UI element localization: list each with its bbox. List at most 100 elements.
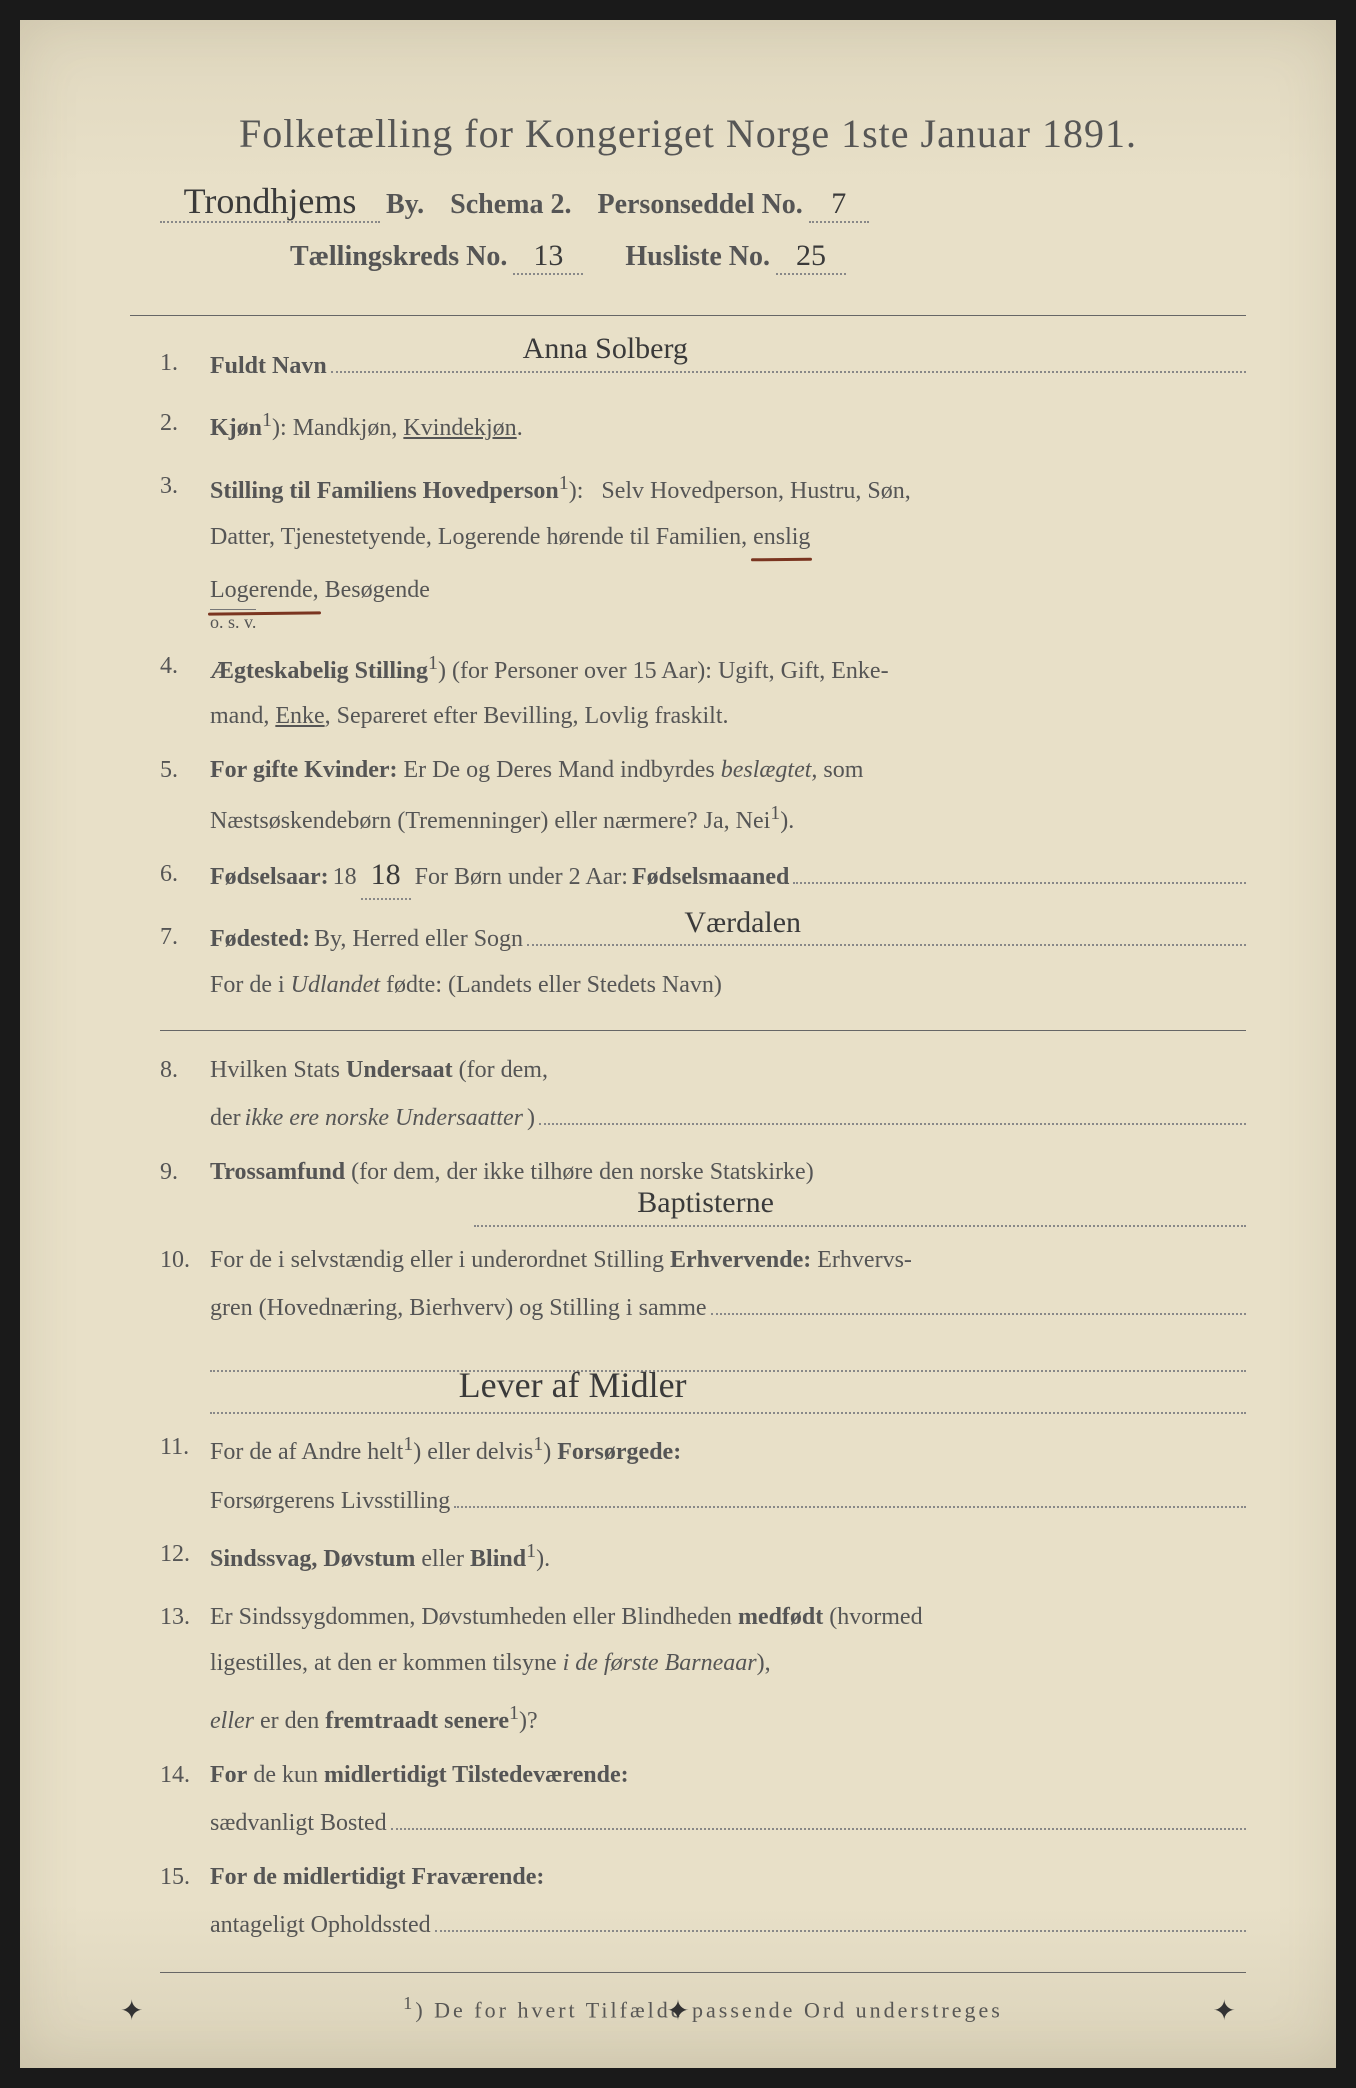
field-5: 5. For gifte Kvinder: Er De og Deres Man…: [160, 751, 1246, 791]
field-7-cont: For de i Udlandet fødte: (Landets eller …: [160, 966, 1246, 1006]
sup: 1: [559, 472, 569, 494]
field-1-value: Anna Solberg: [523, 324, 688, 374]
tail: ).: [536, 1546, 550, 1572]
f7-line2: For de i: [210, 972, 291, 998]
sup: 1: [428, 652, 438, 674]
f8-label: Undersaat: [346, 1057, 453, 1083]
f4-opts1: Ugift, Gift, Enke-: [718, 658, 889, 684]
field-num: 8.: [160, 1051, 210, 1091]
f10-text2: Erhvervs-: [811, 1247, 912, 1273]
f13-line3b: er den: [254, 1708, 325, 1734]
f13-line3a: eller: [210, 1708, 254, 1734]
f13-italic: i de første Barneaar: [563, 1650, 757, 1676]
schema-label: Schema 2.: [450, 189, 571, 221]
field-7: 7. Fødested: By, Herred eller Sogn Værda…: [160, 918, 1246, 960]
by-label: By.: [386, 189, 424, 221]
field-6-label: Fødselsaar:: [210, 858, 329, 898]
f11-text3: ): [543, 1439, 557, 1465]
field-10-value: Lever af Midler: [459, 1356, 687, 1415]
f3-line3: Besøgende: [319, 577, 430, 603]
sup: 1: [262, 409, 272, 431]
f13-text1: Er Sindssygdommen, Døvstumheden eller Bl…: [210, 1604, 738, 1630]
sup: 1: [509, 1702, 519, 1724]
field-num: 5.: [160, 751, 210, 791]
field-num: 6.: [160, 855, 210, 895]
f6-year: 18: [371, 861, 401, 888]
f12-label: Sindssvag, Døvstum: [210, 1546, 415, 1572]
field-4: 4. Ægteskabelig Stilling1) (for Personer…: [160, 647, 1246, 692]
header-row-1: Trondhjems By. Schema 2. Personseddel No…: [130, 185, 1246, 223]
field-7-label: Fødested:: [210, 920, 310, 960]
census-form-page: Folketælling for Kongeriget Norge 1ste J…: [20, 20, 1336, 2068]
f5-text2: som: [823, 757, 863, 783]
field-3-cont1: Datter, Tjenestetyende, Logerende hørend…: [160, 518, 1246, 558]
sup: 1: [526, 1540, 536, 1562]
f13-bold1: medfødt: [738, 1604, 823, 1630]
f5-line2: Næstsøskendebørn (Tremenninger) eller næ…: [210, 808, 770, 834]
divider-mid: [160, 1030, 1246, 1031]
field-num: 7.: [160, 918, 210, 958]
f15-label: For de midlertidigt Fraværende:: [210, 1864, 544, 1890]
f4-opts2b: , Separeret efter Bevilling, Lovlig fras…: [325, 703, 729, 729]
divider-bottom: [160, 1972, 1246, 1973]
field-14-cont: sædvanligt Bosted: [160, 1801, 1246, 1843]
tail: ).: [780, 808, 794, 834]
f12-label2: Blind: [470, 1546, 526, 1572]
f5-italic: beslægtet,: [721, 757, 818, 783]
f10-line2: gren (Hovednæring, Bierhverv) og Stillin…: [210, 1289, 707, 1329]
field-15-cont: antageligt Opholdssted: [160, 1903, 1246, 1945]
sup: 1: [533, 1433, 543, 1455]
field-5-label: For gifte Kvinder:: [210, 757, 398, 783]
f6-label2: Fødselsmaaned: [632, 858, 789, 898]
f13-line2b: ),: [757, 1650, 771, 1676]
f6-prefix: 18: [333, 858, 357, 898]
f11-text1: For de af Andre helt: [210, 1439, 403, 1465]
f3-line2a: Datter, Tjenestetyende, Logerende hørend…: [210, 524, 753, 550]
husliste-label: Husliste No.: [625, 241, 770, 273]
field-11-cont: Forsørgerens Livsstilling: [160, 1479, 1246, 1521]
personseddel-label: Personseddel No.: [597, 189, 802, 221]
field-10: 10. For de i selvstændig eller i underor…: [160, 1241, 1246, 1281]
field-num: 4.: [160, 647, 210, 687]
field-9-cont: Baptisterne: [160, 1198, 1246, 1227]
field-1-label: Fuldt Navn: [210, 347, 327, 387]
field-2-opt1: Mandkjøn,: [293, 415, 404, 441]
f8-italic: ikke ere norske Undersaatter: [245, 1099, 523, 1139]
sup: 1: [770, 802, 780, 824]
field-5-cont: Næstsøskendebørn (Tremenninger) eller næ…: [160, 797, 1246, 842]
field-11: 11. For de af Andre helt1) eller delvis1…: [160, 1428, 1246, 1473]
field-7-value: Værdalen: [684, 898, 801, 948]
f8-text2: (for dem,: [453, 1057, 548, 1083]
field-num: 9.: [160, 1153, 210, 1193]
field-num: 11.: [160, 1428, 210, 1468]
f7-text: By, Herred eller Sogn: [314, 920, 523, 960]
field-6: 6. Fødselsaar: 18 18 For Børn under 2 Aar…: [160, 855, 1246, 899]
field-8: 8. Hvilken Stats Undersaat (for dem,: [160, 1051, 1246, 1091]
field-num: 3.: [160, 467, 210, 507]
sup: 1: [403, 1433, 413, 1455]
field-10-cont1: gren (Hovednæring, Bierhverv) og Stillin…: [160, 1286, 1246, 1328]
mark-center: ✦: [666, 1994, 689, 2028]
field-4-cont: mand, Enke, Separeret efter Bevilling, L…: [160, 697, 1246, 737]
f11-text2: ) eller delvis: [413, 1439, 533, 1465]
field-3-line1: Selv Hovedperson, Hustru, Søn,: [601, 478, 910, 504]
field-13-cont1: ligestilles, at den er kommen tilsyne i …: [160, 1644, 1246, 1684]
f14-label: For: [210, 1762, 247, 1788]
f11-label: Forsørgede:: [557, 1439, 681, 1465]
field-num: 2.: [160, 404, 210, 444]
header-row-2: Tællingskreds No. 13 Husliste No. 25: [130, 241, 1246, 275]
field-list: 1. Fuldt Navn Anna Solberg 2. Kjøn1): Ma…: [130, 344, 1246, 2023]
f7-line2b: fødte: (Landets eller Stedets Navn): [380, 972, 722, 998]
field-9-value: Baptisterne: [637, 1178, 774, 1228]
tail: )?: [519, 1708, 538, 1734]
city-value: Trondhjems: [184, 185, 357, 217]
divider-top: [130, 315, 1246, 316]
field-10-cont3: Lever af Midler: [160, 1386, 1246, 1415]
f4-paren: (for Personer over 15 Aar):: [446, 658, 718, 684]
f11-line2: Forsørgerens Livsstilling: [210, 1482, 450, 1522]
f8-line2b: ): [527, 1099, 535, 1139]
f6-mid: For Børn under 2 Aar:: [415, 858, 628, 898]
field-2: 2. Kjøn1): Mandkjøn, Kvindekjøn.: [160, 404, 1246, 449]
field-15: 15. For de midlertidigt Fraværende:: [160, 1858, 1246, 1898]
f9-label: Trossamfund: [210, 1159, 345, 1185]
